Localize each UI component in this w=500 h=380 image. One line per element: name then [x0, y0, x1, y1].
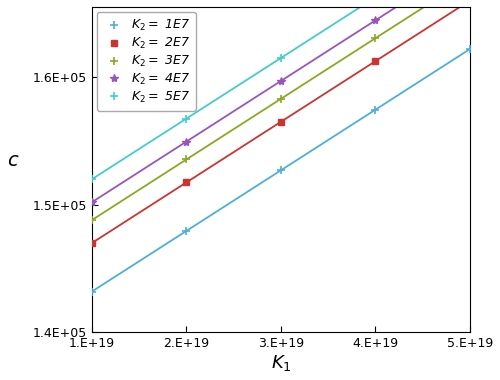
$K_2 = $ 3E7 [372, 36, 378, 41]
$K_2 = $ 2E7 [467, 0, 473, 3]
$K_2 = $ 2E7 [278, 120, 284, 124]
$K_2 = $ 1E7 [278, 168, 284, 173]
Y-axis label: $c$: $c$ [7, 151, 20, 170]
$K_2 = $ 3E7 [184, 157, 190, 162]
$K_2 = $ 1E7 [467, 47, 473, 51]
Line: $K_2 = $ 1E7: $K_2 = $ 1E7 [88, 45, 474, 296]
Line: $K_2 = $ 3E7: $K_2 = $ 3E7 [88, 0, 474, 224]
$K_2 = $ 2E7 [184, 180, 190, 185]
$K_2 = $ 4E7 [184, 139, 190, 144]
$K_2 = $ 1E7 [184, 229, 190, 233]
Line: $K_2 = $ 2E7: $K_2 = $ 2E7 [89, 0, 472, 246]
$K_2 = $ 4E7 [89, 200, 95, 204]
$K_2 = $ 4E7 [372, 18, 378, 23]
$K_2 = $ 4E7 [278, 79, 284, 83]
$K_2 = $ 1E7 [89, 289, 95, 294]
X-axis label: $K_1$: $K_1$ [270, 353, 291, 373]
$K_2 = $ 3E7 [278, 97, 284, 101]
Legend: $K_2 = $ 1E7, $K_2 = $ 2E7, $K_2 = $ 3E7, $K_2 = $ 4E7, $K_2 = $ 5E7: $K_2 = $ 1E7, $K_2 = $ 2E7, $K_2 = $ 3E7… [97, 12, 196, 111]
$K_2 = $ 2E7 [89, 241, 95, 245]
$K_2 = $ 5E7 [278, 56, 284, 60]
$K_2 = $ 3E7 [89, 218, 95, 222]
Line: $K_2 = $ 5E7: $K_2 = $ 5E7 [88, 0, 474, 184]
Line: $K_2 = $ 4E7: $K_2 = $ 4E7 [88, 0, 474, 206]
$K_2 = $ 5E7 [184, 116, 190, 121]
$K_2 = $ 1E7 [372, 108, 378, 112]
$K_2 = $ 2E7 [372, 59, 378, 63]
$K_2 = $ 5E7 [89, 177, 95, 182]
